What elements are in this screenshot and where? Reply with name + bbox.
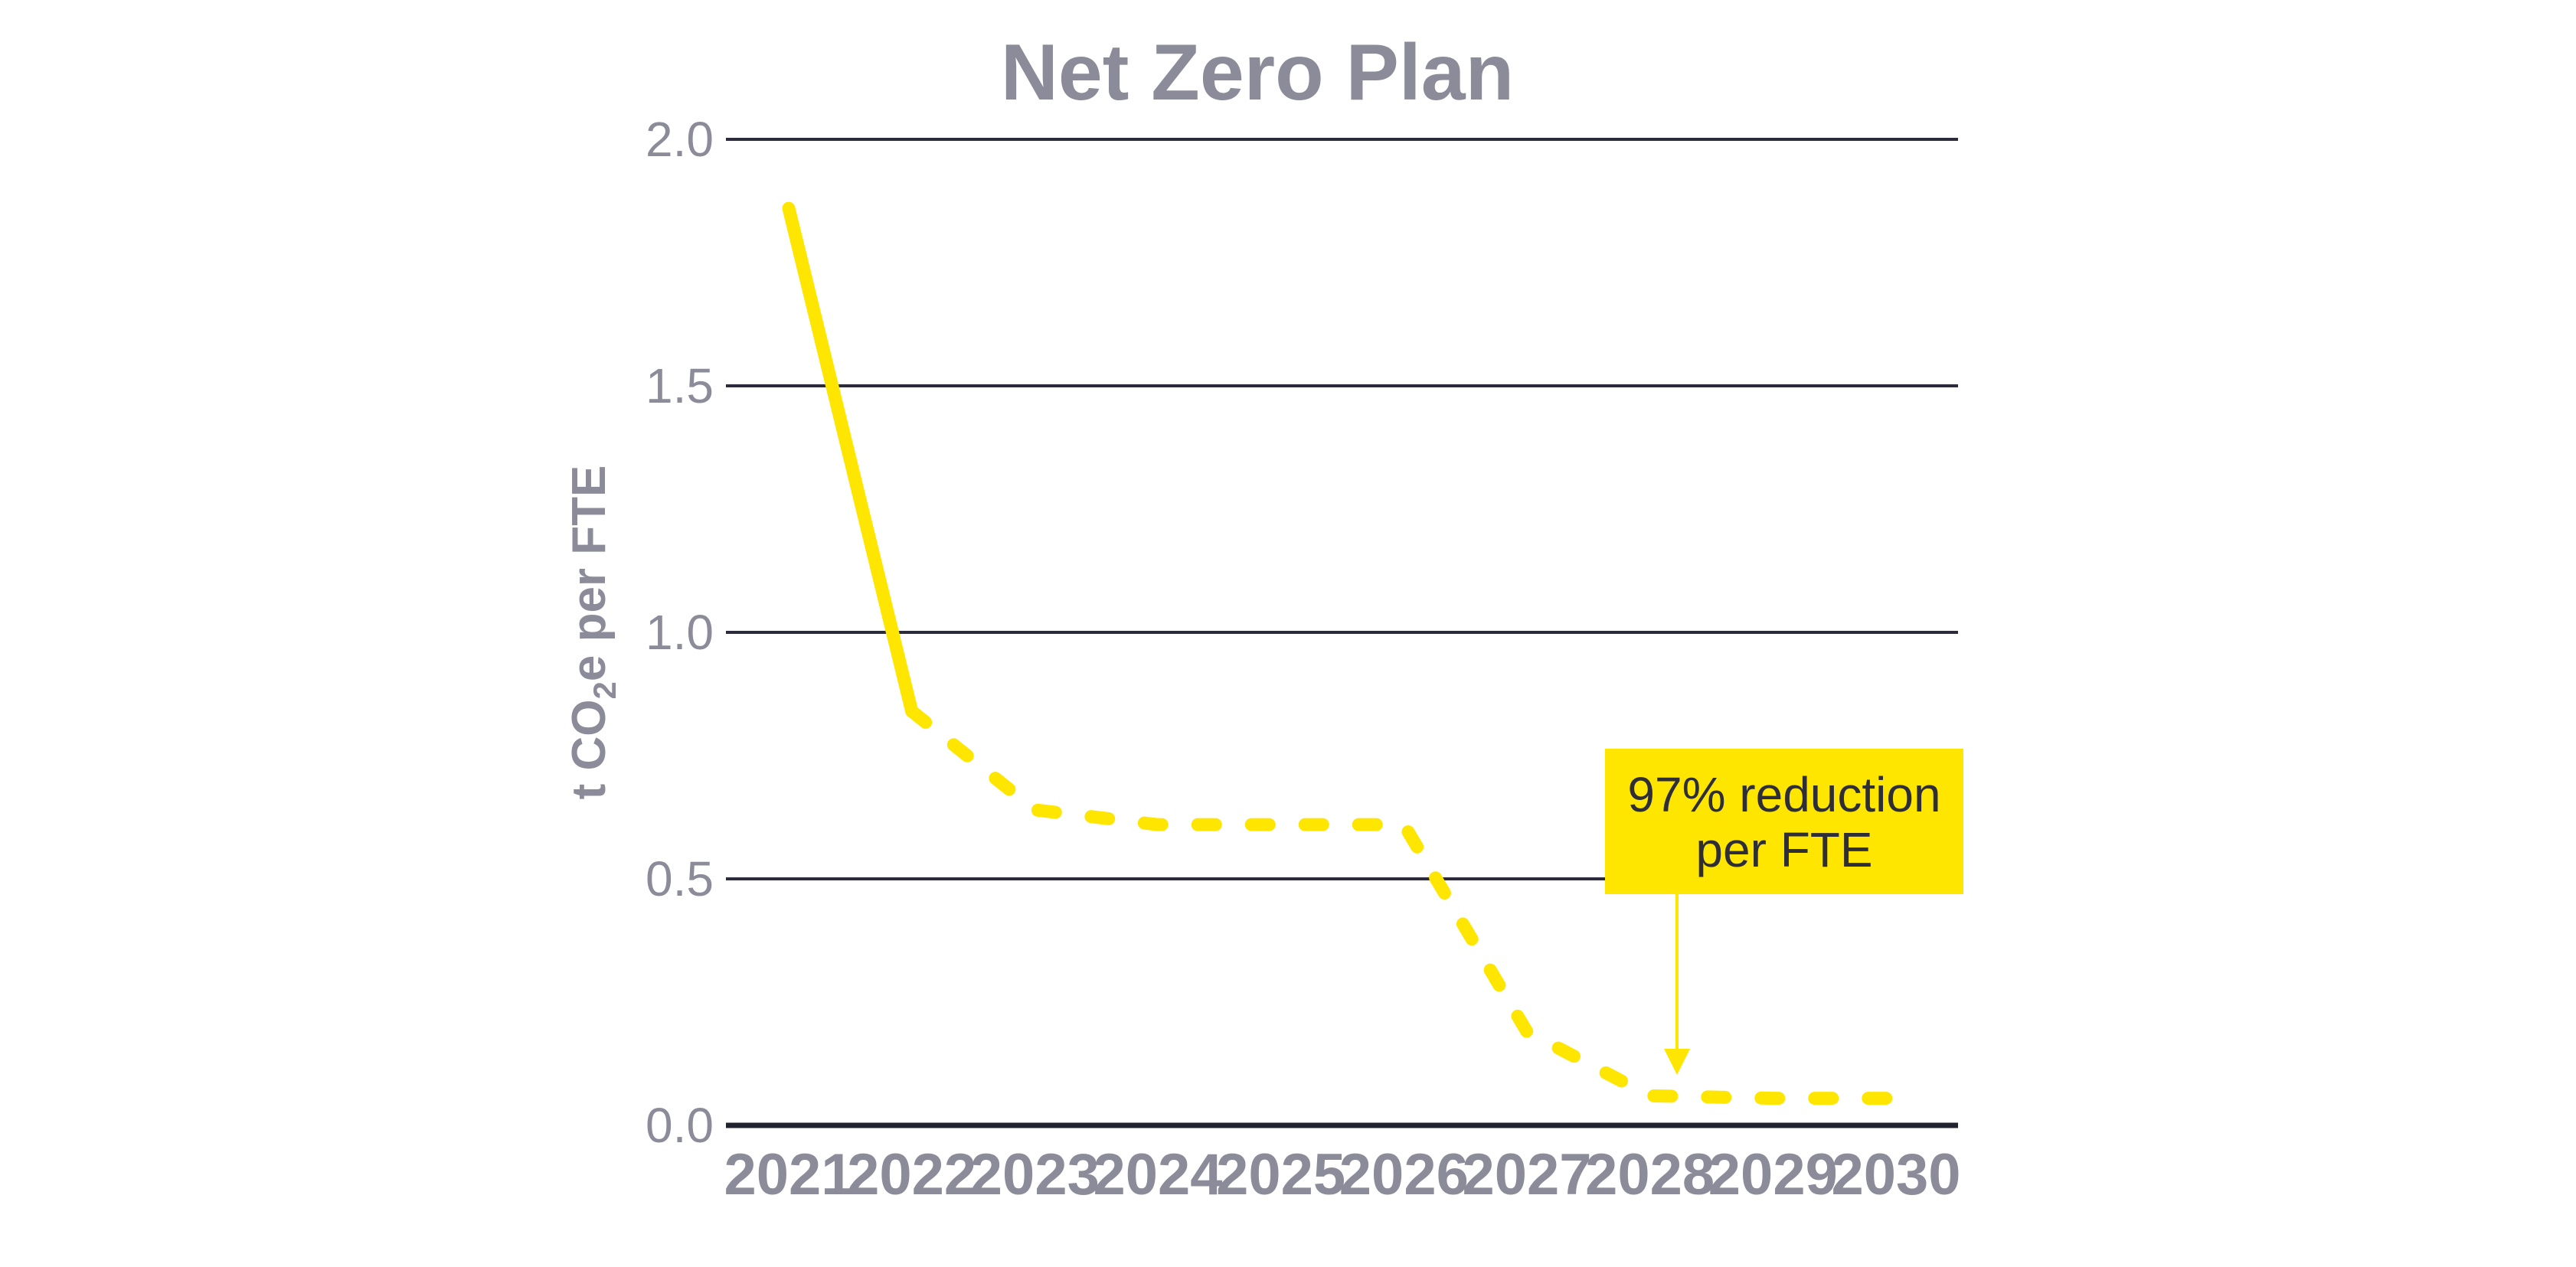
x-tick-label-2026: 2026 [1339, 1142, 1469, 1207]
annotation-text-line1: 97% reduction [1627, 767, 1940, 822]
annotation-callout-box [1605, 749, 1963, 894]
reduction-annotation: 97% reduction per FTE [1605, 749, 1963, 1075]
x-tick-label-2022: 2022 [847, 1142, 976, 1207]
x-tick-label-2025: 2025 [1216, 1142, 1345, 1207]
x-tick-label-2029: 2029 [1708, 1142, 1838, 1207]
annotation-arrow-head-icon [1664, 1049, 1690, 1075]
x-tick-label-2024: 2024 [1093, 1142, 1222, 1207]
y-tick-label: 1.0 [646, 605, 714, 660]
y-axis-title-pre: t CO [563, 700, 616, 800]
x-tick-label-2028: 2028 [1585, 1142, 1715, 1207]
y-tick-label: 0.5 [646, 851, 714, 906]
emissions-line-series [782, 201, 1903, 1105]
y-axis-title-subscript: 2 [587, 681, 623, 699]
x-tick-label-2023: 2023 [970, 1142, 1100, 1207]
annotation-text-line2: per FTE [1695, 822, 1872, 877]
y-tick-label: 0.0 [646, 1098, 714, 1153]
x-tick-label-2030: 2030 [1831, 1142, 1960, 1207]
chart-title: Net Zero Plan [1001, 28, 1514, 117]
y-tick-label: 2.0 [646, 112, 714, 167]
gridlines [726, 138, 1958, 1128]
y-tick-label: 1.5 [646, 358, 714, 413]
x-tick-label-2021: 2021 [724, 1142, 853, 1207]
emissions-line-solid [782, 201, 919, 718]
y-axis-title-post: e per FTE [563, 465, 616, 682]
y-tick-labels: 2.0 1.5 1.0 0.5 0.0 [646, 112, 714, 1153]
x-tick-label-2027: 2027 [1462, 1142, 1591, 1207]
y-axis-title: t CO2e per FTE [563, 465, 623, 800]
